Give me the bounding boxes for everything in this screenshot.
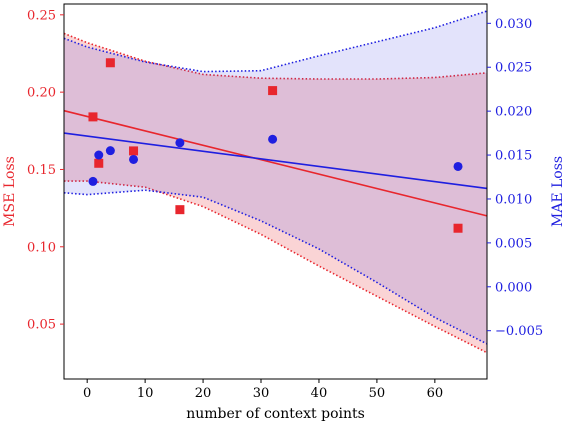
left-y-tick-label: 0.15: [27, 163, 56, 178]
mae-data-point: [105, 146, 115, 156]
x-axis: 0 10 20 30 40 50 60: [83, 379, 443, 401]
right-y-tick-label: 0.000: [495, 280, 532, 295]
right-y-axis-label: MAE Loss: [550, 156, 566, 227]
x-tick-label: 40: [311, 386, 328, 401]
mae-data-point: [268, 134, 278, 144]
right-y-tick-label: 0.020: [495, 105, 532, 120]
left-y-tick-label: 0.20: [27, 86, 56, 101]
mse-trend-line: [63, 109, 488, 217]
left-y-tick-label: 0.10: [27, 240, 56, 255]
mae-trend-line: [63, 132, 488, 190]
mse-data-point: [105, 58, 115, 68]
data-points: [88, 58, 463, 233]
mae-data-point: [88, 176, 98, 186]
plot-frame: [63, 3, 488, 380]
mae-data-point: [94, 150, 104, 160]
left-y-tick-label: 0.05: [27, 318, 56, 333]
x-tick-label: 20: [195, 386, 212, 401]
right-y-tick-label: −0.005: [495, 324, 543, 339]
right-y-tick-label: 0.030: [495, 17, 532, 32]
x-tick-label: 30: [253, 386, 270, 401]
mse-data-point: [175, 205, 185, 215]
mse-data-point: [129, 146, 139, 156]
x-tick-label: 60: [427, 386, 444, 401]
x-tick-label: 10: [137, 386, 154, 401]
mae-data-point: [453, 161, 463, 171]
x-axis-label: number of context points: [186, 406, 365, 422]
mse-data-point: [94, 158, 104, 168]
mse-data-point: [268, 86, 278, 96]
left-y-axis: 0.05 0.10 0.15 0.20 0.25: [27, 8, 64, 333]
mse-band-lower-edge: [64, 180, 488, 354]
mae-data-point: [129, 154, 139, 164]
mae-data-point: [175, 138, 185, 148]
mse-band-upper-edge: [63, 32, 488, 80]
mae-band-lower-edge: [63, 189, 488, 345]
x-tick-label: 0: [83, 386, 91, 401]
right-y-tick-label: 0.025: [495, 61, 532, 76]
left-y-tick-label: 0.25: [27, 8, 56, 23]
mse-data-point: [453, 223, 463, 233]
x-tick-label: 50: [369, 386, 386, 401]
confidence-bands: [63, 10, 488, 354]
right-y-axis: −0.005 0.000 0.005 0.010 0.015 0.020 0.025 0.03…: [487, 17, 543, 339]
mse-data-point: [88, 112, 98, 122]
mae-confidence-band: [64, 11, 487, 344]
right-y-tick-label: 0.005: [495, 236, 532, 251]
left-y-axis-label: MSE Loss: [2, 156, 18, 227]
mse-confidence-band: [64, 33, 487, 353]
right-y-tick-label: 0.015: [495, 149, 532, 164]
right-y-tick-label: 0.010: [495, 192, 532, 207]
trend-lines: [63, 109, 488, 217]
mae-band-upper-edge: [63, 10, 488, 73]
